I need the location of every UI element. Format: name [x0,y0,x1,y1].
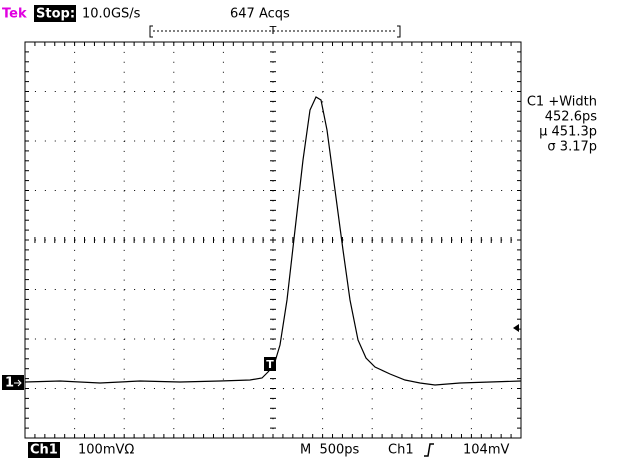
footer-channel: Ch1 [30,443,58,458]
timebase: M 500ps [300,443,360,458]
status: Stop: [36,7,75,22]
waveform [24,96,522,386]
record-bracket [149,25,401,38]
status-box [34,5,76,22]
measurement-std: σ 3.17p [547,140,597,155]
channel-box [28,442,60,458]
sample-rate: 10.0GS/s [82,7,141,22]
channel-marker-box [2,375,24,390]
acquisitions: 647 Acqs [230,7,290,22]
channel-marker: 1 [5,376,14,391]
measurement-value: 452.6ps [545,110,597,125]
trigger-slope [424,443,434,457]
brand: Tek [2,7,27,22]
trigger-marker [264,357,276,371]
trigger-level-arrow [513,324,519,332]
vertical-scale: 100mVΩ [78,443,134,458]
trigger-marker-label: T [266,358,274,371]
trigger-source: Ch1 [388,443,414,458]
measurement-mean: µ 451.3p [539,125,597,140]
trigger-position: T [269,24,277,37]
channel-arrow [14,379,22,387]
measurement-label: C1 +Width [527,95,597,110]
trigger-level: 104mV [463,443,509,458]
